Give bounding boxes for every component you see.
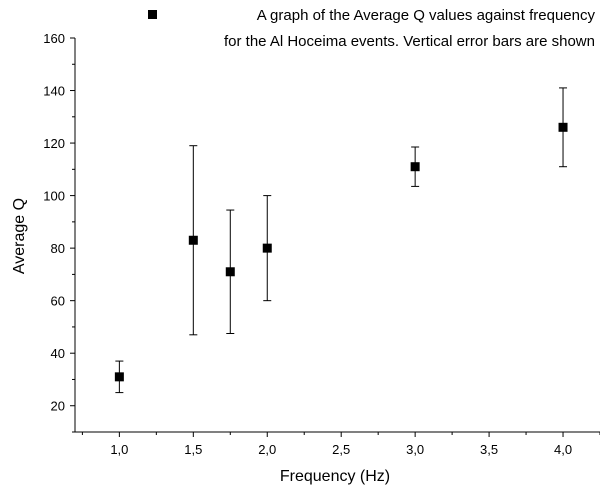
y-tick-label: 120 [43,136,65,151]
y-tick-label: 140 [43,84,65,99]
y-tick-label: 100 [43,189,65,204]
legend: A graph of the Average Q values against … [148,7,595,50]
x-tick-label: 1,0 [110,442,128,457]
data-point [558,122,568,132]
data-markers [114,122,568,382]
axes [74,38,600,433]
y-tick-label: 40 [51,346,65,361]
x-tick-label: 1,5 [184,442,202,457]
x-tick-label: 3,0 [406,442,424,457]
data-point [262,243,272,253]
y-axis-title: Average Q [11,198,28,274]
data-point [225,267,235,277]
ticks: 20 40 60 80 100 120 140 160 1,0 1,5 2,0 2,5 3,0 3,5 4,… [43,31,600,457]
y-tick-label: 60 [51,294,65,309]
legend-line-2: for the Al Hoceima events. Vertical erro… [224,33,595,50]
legend-marker [148,10,157,19]
data-point [410,162,420,172]
error-bars [115,87,568,394]
x-tick-label: 2,5 [332,442,350,457]
x-axis-title: Frequency (Hz) [280,468,390,485]
y-tick-label: 160 [43,31,65,46]
data-point [188,235,198,245]
y-tick-label: 20 [51,399,65,414]
data-point [114,372,124,382]
x-tick-label: 3,5 [480,442,498,457]
legend-line-1: A graph of the Average Q values against … [257,7,596,24]
y-tick-label: 80 [51,241,65,256]
x-tick-label: 4,0 [554,442,572,457]
x-tick-label: 2,0 [258,442,276,457]
